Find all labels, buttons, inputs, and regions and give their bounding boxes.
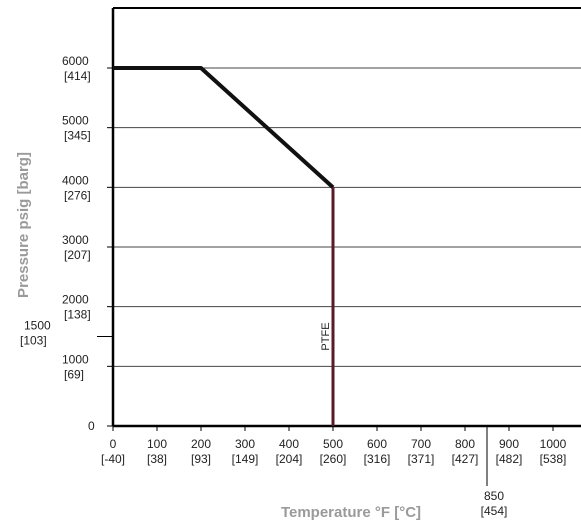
x-tick-sublabel-300: [149] bbox=[232, 452, 259, 466]
y-tick-label-1000: 1000 bbox=[62, 352, 89, 366]
x-tick-label-400: 400 bbox=[279, 437, 299, 451]
x-tick-label-500: 500 bbox=[323, 437, 343, 451]
y-tick-sublabel-4000: [276] bbox=[64, 188, 91, 202]
y-tick-label-6000: 6000 bbox=[62, 54, 89, 68]
series-layer: PTFE bbox=[112, 66, 335, 427]
y-tick-label-5000: 5000 bbox=[62, 114, 89, 128]
x-tick-sublabel-800: [427] bbox=[452, 452, 479, 466]
x-extra-tick-sublabel: [454] bbox=[481, 504, 508, 518]
axes bbox=[111, 7, 581, 428]
x-extra-tick-label: 850 bbox=[484, 489, 504, 503]
x-tick-sublabel-600: [316] bbox=[364, 452, 391, 466]
x-tick-sublabel-500: [260] bbox=[320, 452, 347, 466]
x-tick-sublabel-900: [482] bbox=[496, 452, 523, 466]
y-axis-title: Pressure psig [barg] bbox=[15, 152, 32, 298]
x-tick-sublabel-100: [38] bbox=[147, 452, 167, 466]
y-tick-label-0: 0 bbox=[88, 419, 95, 433]
x-tick-label-0: 0 bbox=[110, 437, 117, 451]
series-label-ptfe: PTFE bbox=[320, 322, 332, 350]
y-tick-sublabel-1000: [69] bbox=[64, 367, 84, 381]
y-tick-sublabel-5000: [345] bbox=[64, 129, 91, 143]
x-tick-sublabel-200: [93] bbox=[191, 452, 211, 466]
x-tick-sublabel-0: [-40] bbox=[101, 452, 125, 466]
x-tick-label-800: 800 bbox=[455, 437, 475, 451]
y-tick-label-4000: 4000 bbox=[62, 173, 89, 187]
x-tick-sublabel-1000: [538] bbox=[540, 452, 567, 466]
y-tick-sublabel-2000: [138] bbox=[64, 308, 91, 322]
y-extra-tick-label: 1500 bbox=[24, 319, 51, 333]
x-tick-sublabel-700: [371] bbox=[408, 452, 435, 466]
x-tick-label-600: 600 bbox=[367, 437, 387, 451]
x-axis-title: Temperature °F [°C] bbox=[281, 504, 421, 521]
x-tick-label-300: 300 bbox=[235, 437, 255, 451]
x-tick-label-100: 100 bbox=[147, 437, 167, 451]
y-tick-label-2000: 2000 bbox=[62, 293, 89, 307]
grid-lines bbox=[113, 67, 581, 367]
x-tick-label-1000: 1000 bbox=[540, 437, 567, 451]
x-tick-sublabel-400: [204] bbox=[276, 452, 303, 466]
x-tick-label-200: 200 bbox=[191, 437, 211, 451]
x-tick-label-700: 700 bbox=[411, 437, 431, 451]
y-tick-sublabel-3000: [207] bbox=[64, 248, 91, 262]
x-tick-labels: 0[-40]100[38]200[93]300[149]400[204]500[… bbox=[101, 426, 567, 518]
y-extra-tick-sublabel: [103] bbox=[20, 334, 47, 348]
y-tick-label-3000: 3000 bbox=[62, 233, 89, 247]
y-tick-labels: 0 1000[69] 2000[138] 3000[207] 4000[276] 5000… bbox=[20, 54, 113, 433]
y-tick-sublabel-6000: [414] bbox=[64, 69, 91, 83]
x-tick-label-900: 900 bbox=[499, 437, 519, 451]
